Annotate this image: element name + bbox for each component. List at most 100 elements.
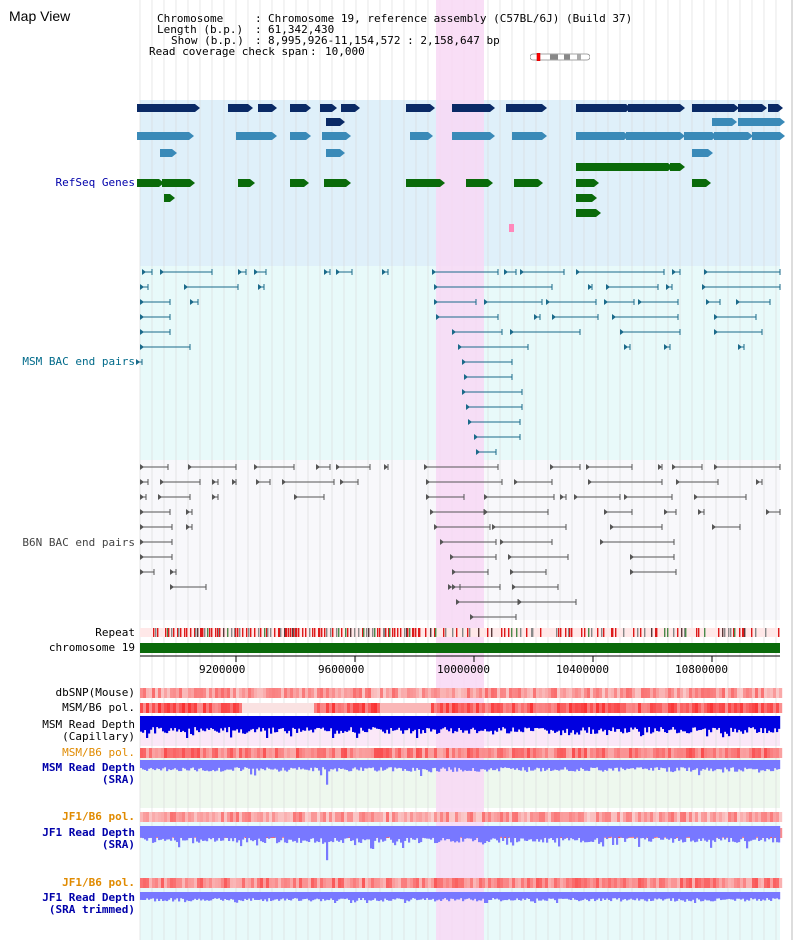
depth-bar — [366, 760, 369, 769]
heat-cell — [746, 703, 750, 713]
depth-bar — [554, 716, 557, 733]
depth-bar — [358, 760, 361, 771]
heat-cell — [767, 703, 771, 713]
depth-bar — [142, 716, 145, 733]
depth-bar — [626, 826, 629, 839]
heat-cell — [758, 748, 762, 758]
depth-bar — [620, 716, 623, 732]
chromosome-ideogram[interactable] — [530, 53, 590, 61]
depth-bar — [664, 716, 667, 733]
heat-cell — [605, 703, 609, 713]
heat-cell — [140, 878, 144, 888]
heat-cell — [641, 703, 645, 713]
bac-end-marker — [512, 584, 516, 590]
heat-cell — [470, 688, 474, 698]
track-label-jf1-depth[interactable]: JF1 Read Depth — [42, 826, 135, 839]
depth-bar — [322, 760, 325, 768]
bac-end-marker — [256, 479, 260, 485]
heat-cell — [416, 703, 420, 713]
depth-bar — [212, 826, 215, 838]
depth-bar — [520, 892, 523, 901]
depth-bar — [274, 760, 277, 769]
heat-cell — [569, 703, 573, 713]
heat-cell — [557, 688, 561, 698]
depth-bar — [510, 760, 513, 769]
heat-cell — [167, 703, 171, 713]
track-label-b6n-bac[interactable]: B6N BAC end pairs — [22, 536, 135, 549]
depth-bar — [614, 892, 617, 899]
depth-bar — [674, 716, 677, 730]
heat-cell — [263, 878, 267, 888]
heat-cell — [185, 703, 189, 713]
depth-bar — [394, 760, 397, 768]
heat-cell — [551, 703, 555, 713]
heat-cell — [566, 878, 570, 888]
heat-cell — [242, 748, 246, 758]
track-label-msm-b6-pol[interactable]: MSM/B6 pol. — [62, 701, 135, 714]
heat-cell — [527, 878, 531, 888]
bac-end-marker — [586, 464, 590, 470]
depth-bar — [398, 826, 401, 840]
gene-feature — [326, 118, 340, 126]
depth-bar — [230, 892, 233, 899]
track-label-msm-bac[interactable]: MSM BAC end pairs — [22, 355, 135, 368]
heat-cell — [626, 703, 630, 713]
track-label-refseq[interactable]: RefSeq Genes — [55, 176, 135, 189]
depth-bar — [370, 892, 373, 901]
depth-bar — [210, 826, 213, 840]
depth-bar — [436, 716, 439, 734]
repeat-element — [611, 628, 613, 637]
heat-cell — [305, 878, 309, 888]
repeat-element — [184, 628, 186, 637]
heat-cell — [425, 878, 429, 888]
track-label-dbsnp[interactable]: dbSNP(Mouse) — [55, 686, 135, 699]
track-label-jf1-b6-pol-2[interactable]: JF1/B6 pol. — [62, 876, 135, 889]
axis-tick-label: 9600000 — [318, 663, 365, 676]
depth-bar — [626, 716, 629, 733]
heat-cell — [725, 748, 729, 758]
heat-cell — [281, 688, 285, 698]
depth-bar — [590, 716, 593, 734]
heat-cell — [695, 703, 699, 713]
heat-cell — [617, 703, 621, 713]
track-label-msm-b6-pol-2[interactable]: MSM/B6 pol. — [62, 746, 135, 759]
depth-bar — [470, 716, 473, 730]
depth-bar — [640, 760, 643, 768]
depth-bar — [742, 760, 745, 772]
repeat-element — [290, 628, 292, 637]
depth-bar — [726, 826, 729, 838]
heat-cell — [428, 748, 432, 758]
repeat-element — [394, 628, 396, 637]
repeat-element — [347, 628, 349, 637]
repeat-element — [520, 628, 522, 637]
heat-cell — [461, 812, 465, 822]
depth-bar — [682, 760, 685, 768]
depth-bar — [708, 760, 711, 771]
heat-cell — [176, 812, 180, 822]
depth-bar — [330, 716, 333, 729]
depth-bar — [660, 826, 663, 840]
track-label-jf1-b6-pol[interactable]: JF1/B6 pol. — [62, 810, 135, 823]
heat-cell — [461, 703, 465, 713]
track-label-jf1-depth-trimmed[interactable]: JF1 Read Depth — [42, 891, 135, 904]
depth-bar — [262, 716, 265, 729]
depth-bar — [196, 892, 199, 900]
depth-bar — [754, 716, 757, 730]
depth-bar — [344, 826, 347, 839]
depth-bar — [274, 826, 277, 838]
track-label-msm-depth-capillary[interactable]: MSM Read Depth — [42, 718, 135, 731]
heat-cell — [221, 748, 225, 758]
depth-bar — [504, 826, 507, 837]
depth-bar — [648, 892, 651, 899]
heat-cell — [311, 703, 315, 713]
track-label-msm-depth-sra[interactable]: MSM Read Depth — [42, 761, 135, 774]
depth-bar — [262, 826, 265, 843]
heat-cell — [698, 703, 702, 713]
heat-cell — [623, 688, 627, 698]
depth-bar — [142, 760, 145, 770]
depth-bar — [646, 826, 649, 838]
colon: : — [255, 23, 262, 36]
depth-bar — [268, 760, 271, 769]
heat-cell — [710, 748, 714, 758]
